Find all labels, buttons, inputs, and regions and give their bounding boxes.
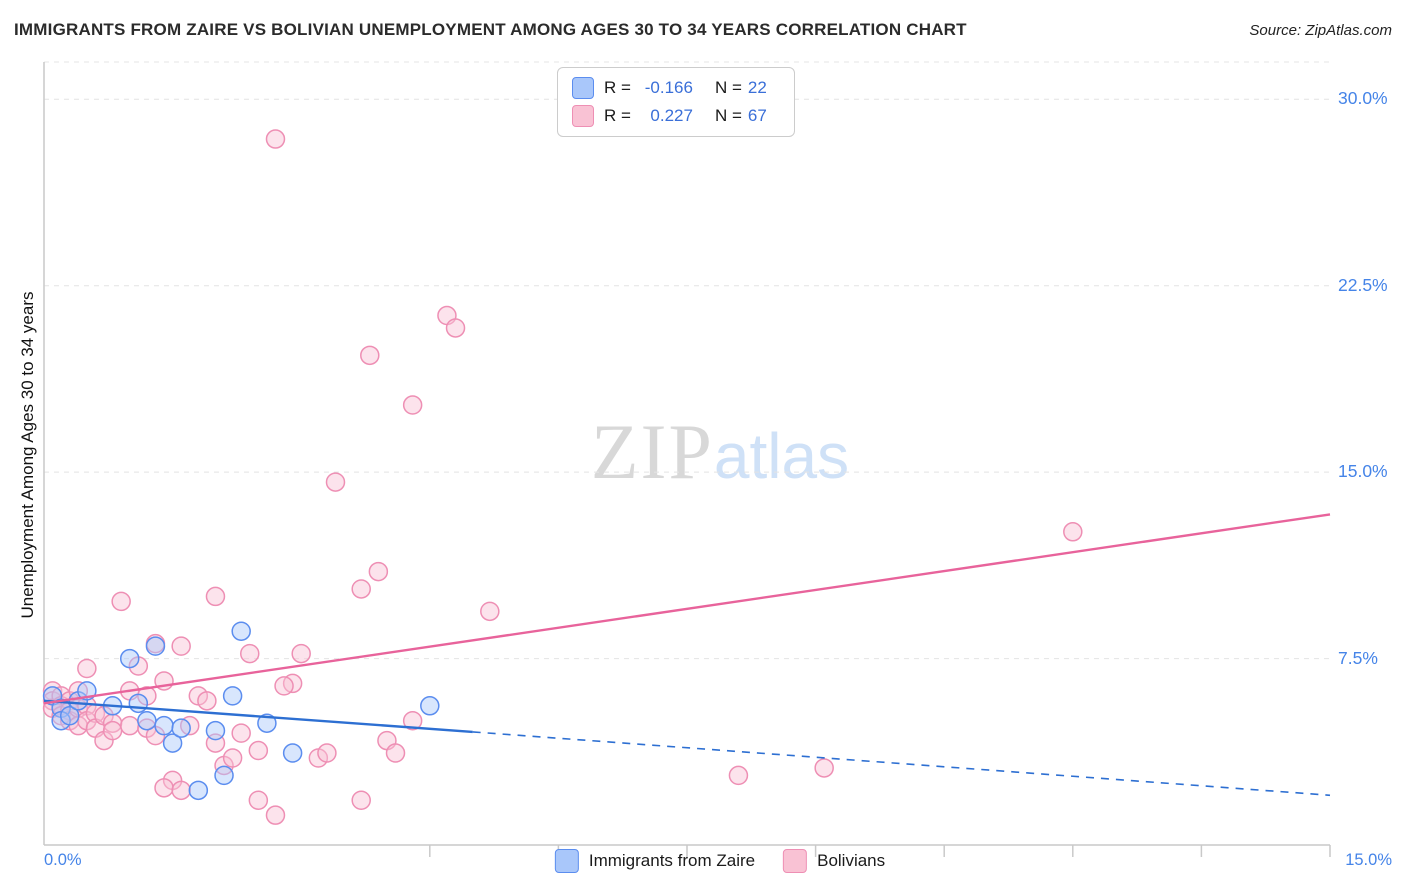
page-title: IMMIGRANTS FROM ZAIRE VS BOLIVIAN UNEMPL… [14,20,967,39]
x-axis-min-label: 0.0% [44,851,82,869]
x-axis-max-label: 15.0% [1345,851,1392,869]
watermark: ZIPatlas [591,407,849,497]
correlation-legend-row-bolivians: R = 0.227 N = 67 [572,105,778,127]
y-tick-label: 7.5% [1338,647,1378,668]
correlation-legend: R = -0.166 N = 22 R = 0.227 N = 67 [557,67,795,137]
watermark-atlas: atlas [713,420,850,492]
r-label: R = [604,106,631,125]
watermark-zip: ZIP [590,408,714,495]
y-tick-label: 22.5% [1338,274,1388,295]
source-name: ZipAtlas.com [1305,22,1392,39]
r-value: -0.166 [644,78,693,97]
series-swatch-bolivians [783,849,808,873]
n-value: 67 [747,106,767,125]
series-swatch-zaire [554,849,579,873]
n-value: 22 [747,78,767,97]
n-label: N = [714,78,742,97]
r-value: 0.227 [650,106,693,125]
y-tick-label: 15.0% [1338,461,1388,482]
source-prefix: Source: [1249,22,1302,39]
legend-swatch-bolivians [572,105,594,127]
y-tick-label: 30.0% [1338,88,1388,109]
n-label: N = [714,106,742,125]
source-attribution: Source: ZipAtlas.com [1249,22,1392,39]
series-legend-item-bolivians: Bolivians [783,849,885,873]
series-label-zaire: Immigrants from Zaire [588,851,756,870]
legend-swatch-zaire [572,77,594,99]
series-legend-item-zaire: Immigrants from Zaire [554,849,756,873]
correlation-legend-row-zaire: R = -0.166 N = 22 [572,77,778,99]
series-legend: Immigrants from Zaire Bolivians [554,849,885,873]
series-label-bolivians: Bolivians [817,851,886,870]
r-label: R = [604,78,631,97]
